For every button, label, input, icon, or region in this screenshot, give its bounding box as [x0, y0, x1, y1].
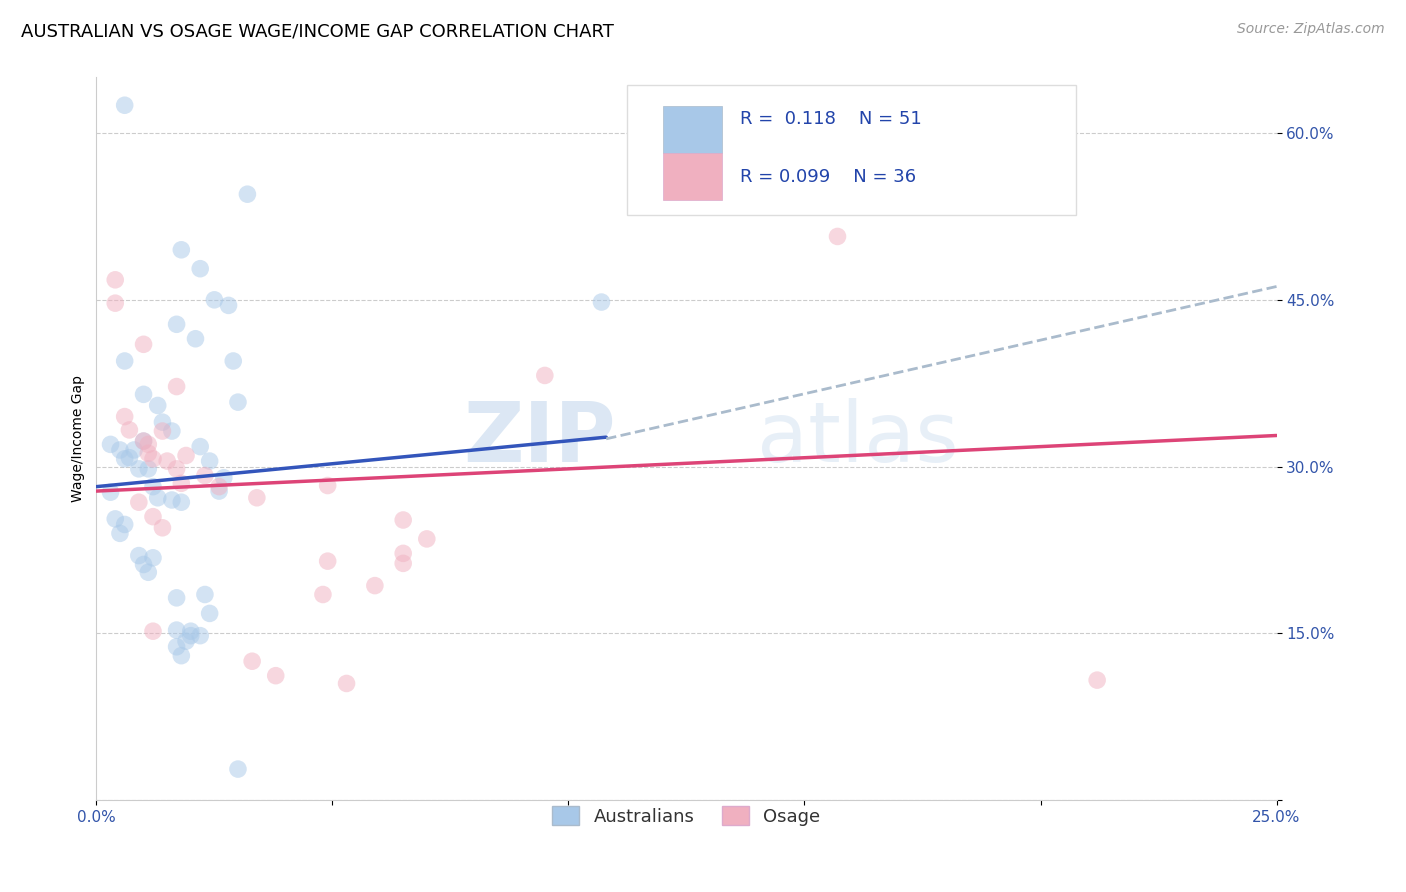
- Point: [208, 480, 231, 494]
- Point: [114, 354, 136, 368]
- Point: [264, 668, 287, 682]
- Point: [170, 476, 193, 491]
- Point: [170, 243, 193, 257]
- FancyBboxPatch shape: [662, 153, 721, 201]
- Point: [312, 587, 335, 601]
- Text: Source: ZipAtlas.com: Source: ZipAtlas.com: [1237, 22, 1385, 37]
- Point: [152, 424, 174, 438]
- Point: [1085, 673, 1108, 687]
- Point: [100, 437, 122, 451]
- Point: [132, 434, 155, 448]
- Point: [156, 454, 179, 468]
- Point: [100, 485, 122, 500]
- Point: [128, 549, 150, 563]
- Point: [392, 546, 415, 560]
- Point: [246, 491, 269, 505]
- Point: [226, 762, 249, 776]
- Point: [316, 554, 339, 568]
- Point: [152, 521, 174, 535]
- Point: [170, 495, 193, 509]
- Point: [194, 587, 217, 601]
- Point: [316, 478, 339, 492]
- Point: [236, 187, 259, 202]
- Point: [104, 512, 127, 526]
- Point: [335, 676, 357, 690]
- Point: [416, 532, 439, 546]
- Text: AUSTRALIAN VS OSAGE WAGE/INCOME GAP CORRELATION CHART: AUSTRALIAN VS OSAGE WAGE/INCOME GAP CORR…: [21, 22, 614, 40]
- Y-axis label: Wage/Income Gap: Wage/Income Gap: [72, 376, 86, 502]
- Point: [533, 368, 555, 383]
- Point: [152, 415, 174, 429]
- Point: [142, 624, 165, 639]
- Point: [222, 354, 245, 368]
- Point: [142, 480, 165, 494]
- Legend: Australians, Osage: Australians, Osage: [543, 797, 830, 835]
- Point: [188, 261, 211, 276]
- Point: [240, 654, 263, 668]
- Point: [202, 293, 225, 307]
- Point: [136, 437, 159, 451]
- Point: [184, 332, 207, 346]
- Point: [132, 337, 155, 351]
- Point: [166, 591, 188, 605]
- Point: [364, 579, 387, 593]
- Point: [198, 607, 221, 621]
- Point: [166, 462, 188, 476]
- Point: [166, 318, 188, 332]
- Point: [180, 624, 202, 639]
- Point: [104, 296, 127, 310]
- Point: [142, 451, 165, 466]
- Point: [188, 629, 211, 643]
- Point: [132, 434, 155, 448]
- Point: [212, 471, 235, 485]
- Point: [208, 484, 231, 499]
- Point: [160, 424, 183, 438]
- Point: [118, 450, 141, 465]
- Point: [591, 295, 613, 310]
- Point: [136, 446, 159, 460]
- Point: [104, 273, 127, 287]
- Point: [188, 440, 211, 454]
- FancyBboxPatch shape: [662, 106, 721, 153]
- Point: [827, 229, 849, 244]
- Point: [198, 454, 221, 468]
- Point: [180, 629, 202, 643]
- Point: [132, 558, 155, 572]
- Point: [170, 648, 193, 663]
- Point: [114, 98, 136, 112]
- Point: [122, 442, 145, 457]
- Point: [142, 550, 165, 565]
- Text: atlas: atlas: [758, 399, 959, 479]
- Point: [226, 395, 249, 409]
- Point: [146, 399, 169, 413]
- Point: [132, 387, 155, 401]
- Point: [128, 462, 150, 476]
- Point: [166, 623, 188, 637]
- FancyBboxPatch shape: [627, 85, 1076, 215]
- Point: [174, 634, 197, 648]
- Point: [142, 509, 165, 524]
- Point: [118, 423, 141, 437]
- Point: [218, 298, 240, 312]
- Point: [114, 517, 136, 532]
- Point: [114, 409, 136, 424]
- Text: ZIP: ZIP: [463, 399, 616, 479]
- Point: [174, 449, 197, 463]
- Point: [166, 379, 188, 393]
- Text: R = 0.099    N = 36: R = 0.099 N = 36: [740, 169, 915, 186]
- Point: [114, 451, 136, 466]
- Point: [136, 566, 159, 580]
- Point: [108, 526, 131, 541]
- Point: [392, 557, 415, 571]
- Point: [136, 462, 159, 476]
- Point: [146, 491, 169, 505]
- Point: [194, 468, 217, 483]
- Point: [160, 493, 183, 508]
- Point: [108, 442, 131, 457]
- Point: [392, 513, 415, 527]
- Text: R =  0.118    N = 51: R = 0.118 N = 51: [740, 111, 921, 128]
- Point: [166, 640, 188, 654]
- Point: [128, 495, 150, 509]
